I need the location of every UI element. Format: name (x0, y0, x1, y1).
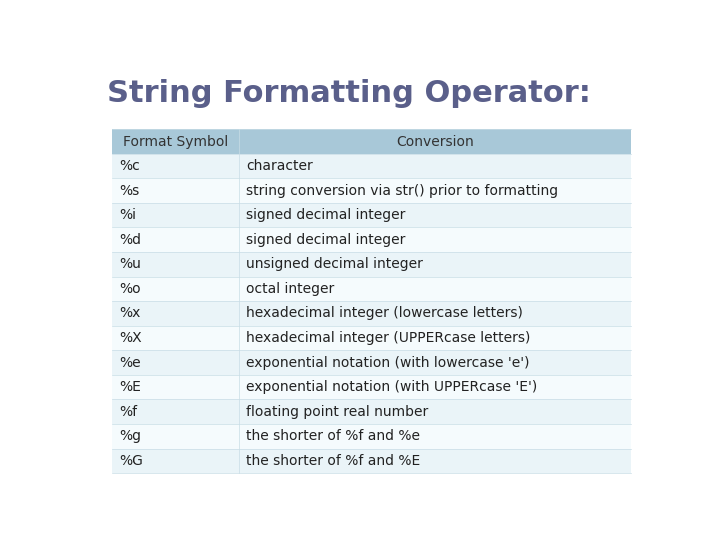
Text: %d: %d (119, 233, 141, 247)
Text: %G: %G (119, 454, 143, 468)
Text: string conversion via str() prior to formatting: string conversion via str() prior to for… (246, 184, 558, 198)
Bar (112, 375, 631, 400)
Text: the shorter of %f and %e: the shorter of %f and %e (246, 429, 420, 443)
Text: floating point real number: floating point real number (246, 404, 428, 418)
Text: %f: %f (119, 404, 137, 418)
Text: character: character (246, 159, 313, 173)
Bar (112, 424, 631, 449)
Text: String Formatting Operator:: String Formatting Operator: (107, 79, 590, 109)
Bar (112, 449, 631, 473)
Text: exponential notation (with UPPERcase 'E'): exponential notation (with UPPERcase 'E'… (246, 380, 537, 394)
Text: %E: %E (119, 380, 141, 394)
Text: %x: %x (119, 307, 140, 320)
Bar (112, 154, 631, 178)
Text: the shorter of %f and %E: the shorter of %f and %E (246, 454, 420, 468)
Text: %s: %s (119, 184, 139, 198)
Text: octal integer: octal integer (246, 282, 334, 296)
Text: %e: %e (119, 355, 140, 369)
Bar (112, 252, 631, 276)
Text: signed decimal integer: signed decimal integer (246, 208, 405, 222)
Bar (112, 326, 631, 350)
Text: exponential notation (with lowercase 'e'): exponential notation (with lowercase 'e'… (246, 355, 530, 369)
Text: %c: %c (119, 159, 140, 173)
Text: hexadecimal integer (lowercase letters): hexadecimal integer (lowercase letters) (246, 307, 523, 320)
Bar (112, 178, 631, 203)
Text: %o: %o (119, 282, 140, 296)
Text: unsigned decimal integer: unsigned decimal integer (246, 258, 423, 271)
Text: %u: %u (119, 258, 141, 271)
Bar (112, 301, 631, 326)
Bar (112, 227, 631, 252)
Text: %i: %i (119, 208, 136, 222)
Bar (112, 129, 631, 154)
Text: Format Symbol: Format Symbol (123, 134, 228, 149)
Bar (112, 400, 631, 424)
Text: Conversion: Conversion (397, 134, 474, 149)
Text: %g: %g (119, 429, 141, 443)
Text: hexadecimal integer (UPPERcase letters): hexadecimal integer (UPPERcase letters) (246, 331, 531, 345)
Bar (112, 203, 631, 227)
Bar (112, 276, 631, 301)
Text: signed decimal integer: signed decimal integer (246, 233, 405, 247)
Text: %X: %X (119, 331, 142, 345)
Bar (112, 350, 631, 375)
